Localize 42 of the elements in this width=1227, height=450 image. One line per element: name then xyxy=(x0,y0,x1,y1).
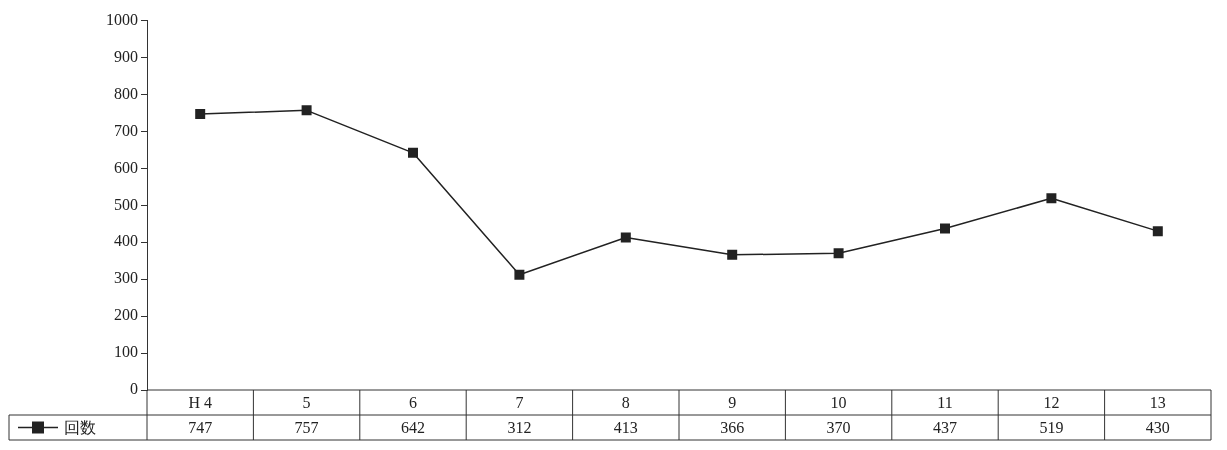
x-tick-label: 11 xyxy=(937,393,953,411)
point xyxy=(408,147,418,158)
x-tick-label: 10 xyxy=(830,393,847,411)
data-label: 413 xyxy=(613,418,638,436)
data-label: 312 xyxy=(507,418,532,436)
data-label: 370 xyxy=(826,418,851,436)
x-tick-label: 12 xyxy=(1043,393,1060,411)
point xyxy=(940,223,950,234)
point xyxy=(727,249,738,260)
point xyxy=(833,248,844,259)
y-tick-label: 500 xyxy=(114,195,138,213)
data-label: 366 xyxy=(720,418,745,436)
point xyxy=(620,232,631,243)
y-tick-label: 800 xyxy=(114,84,138,102)
y-tick-label: 600 xyxy=(114,158,138,176)
x-tick-label: 8 xyxy=(621,393,630,411)
y-tick-label: 900 xyxy=(114,47,138,65)
x-tick-label: 13 xyxy=(1149,393,1166,411)
data-label: 757 xyxy=(294,418,319,436)
data-label: 642 xyxy=(401,418,425,436)
y-tick-label: 400 xyxy=(114,232,138,250)
x-tick-label: H 4 xyxy=(188,393,212,411)
y-tick-label: 200 xyxy=(114,306,138,324)
data-label: 437 xyxy=(933,418,957,436)
y-tick-label: 0 xyxy=(130,380,138,398)
data-label: 747 xyxy=(188,418,213,436)
data-label: 519 xyxy=(1039,418,1064,436)
point xyxy=(301,105,312,116)
y-tick-label: 100 xyxy=(114,343,138,361)
point xyxy=(1046,193,1057,204)
legend-label: 回数 xyxy=(64,417,96,437)
y-tick-label: 700 xyxy=(114,121,138,139)
x-tick-label: 5 xyxy=(302,393,311,411)
y-tick-label: 1000 xyxy=(106,10,138,28)
point xyxy=(514,269,525,280)
x-tick-label: 9 xyxy=(728,393,737,411)
data-label: 430 xyxy=(1145,418,1170,436)
y-tick-label: 300 xyxy=(114,269,138,287)
x-tick-label: 7 xyxy=(515,393,524,411)
point xyxy=(195,109,206,120)
x-tick-label: 6 xyxy=(409,393,417,411)
point xyxy=(1152,226,1163,237)
